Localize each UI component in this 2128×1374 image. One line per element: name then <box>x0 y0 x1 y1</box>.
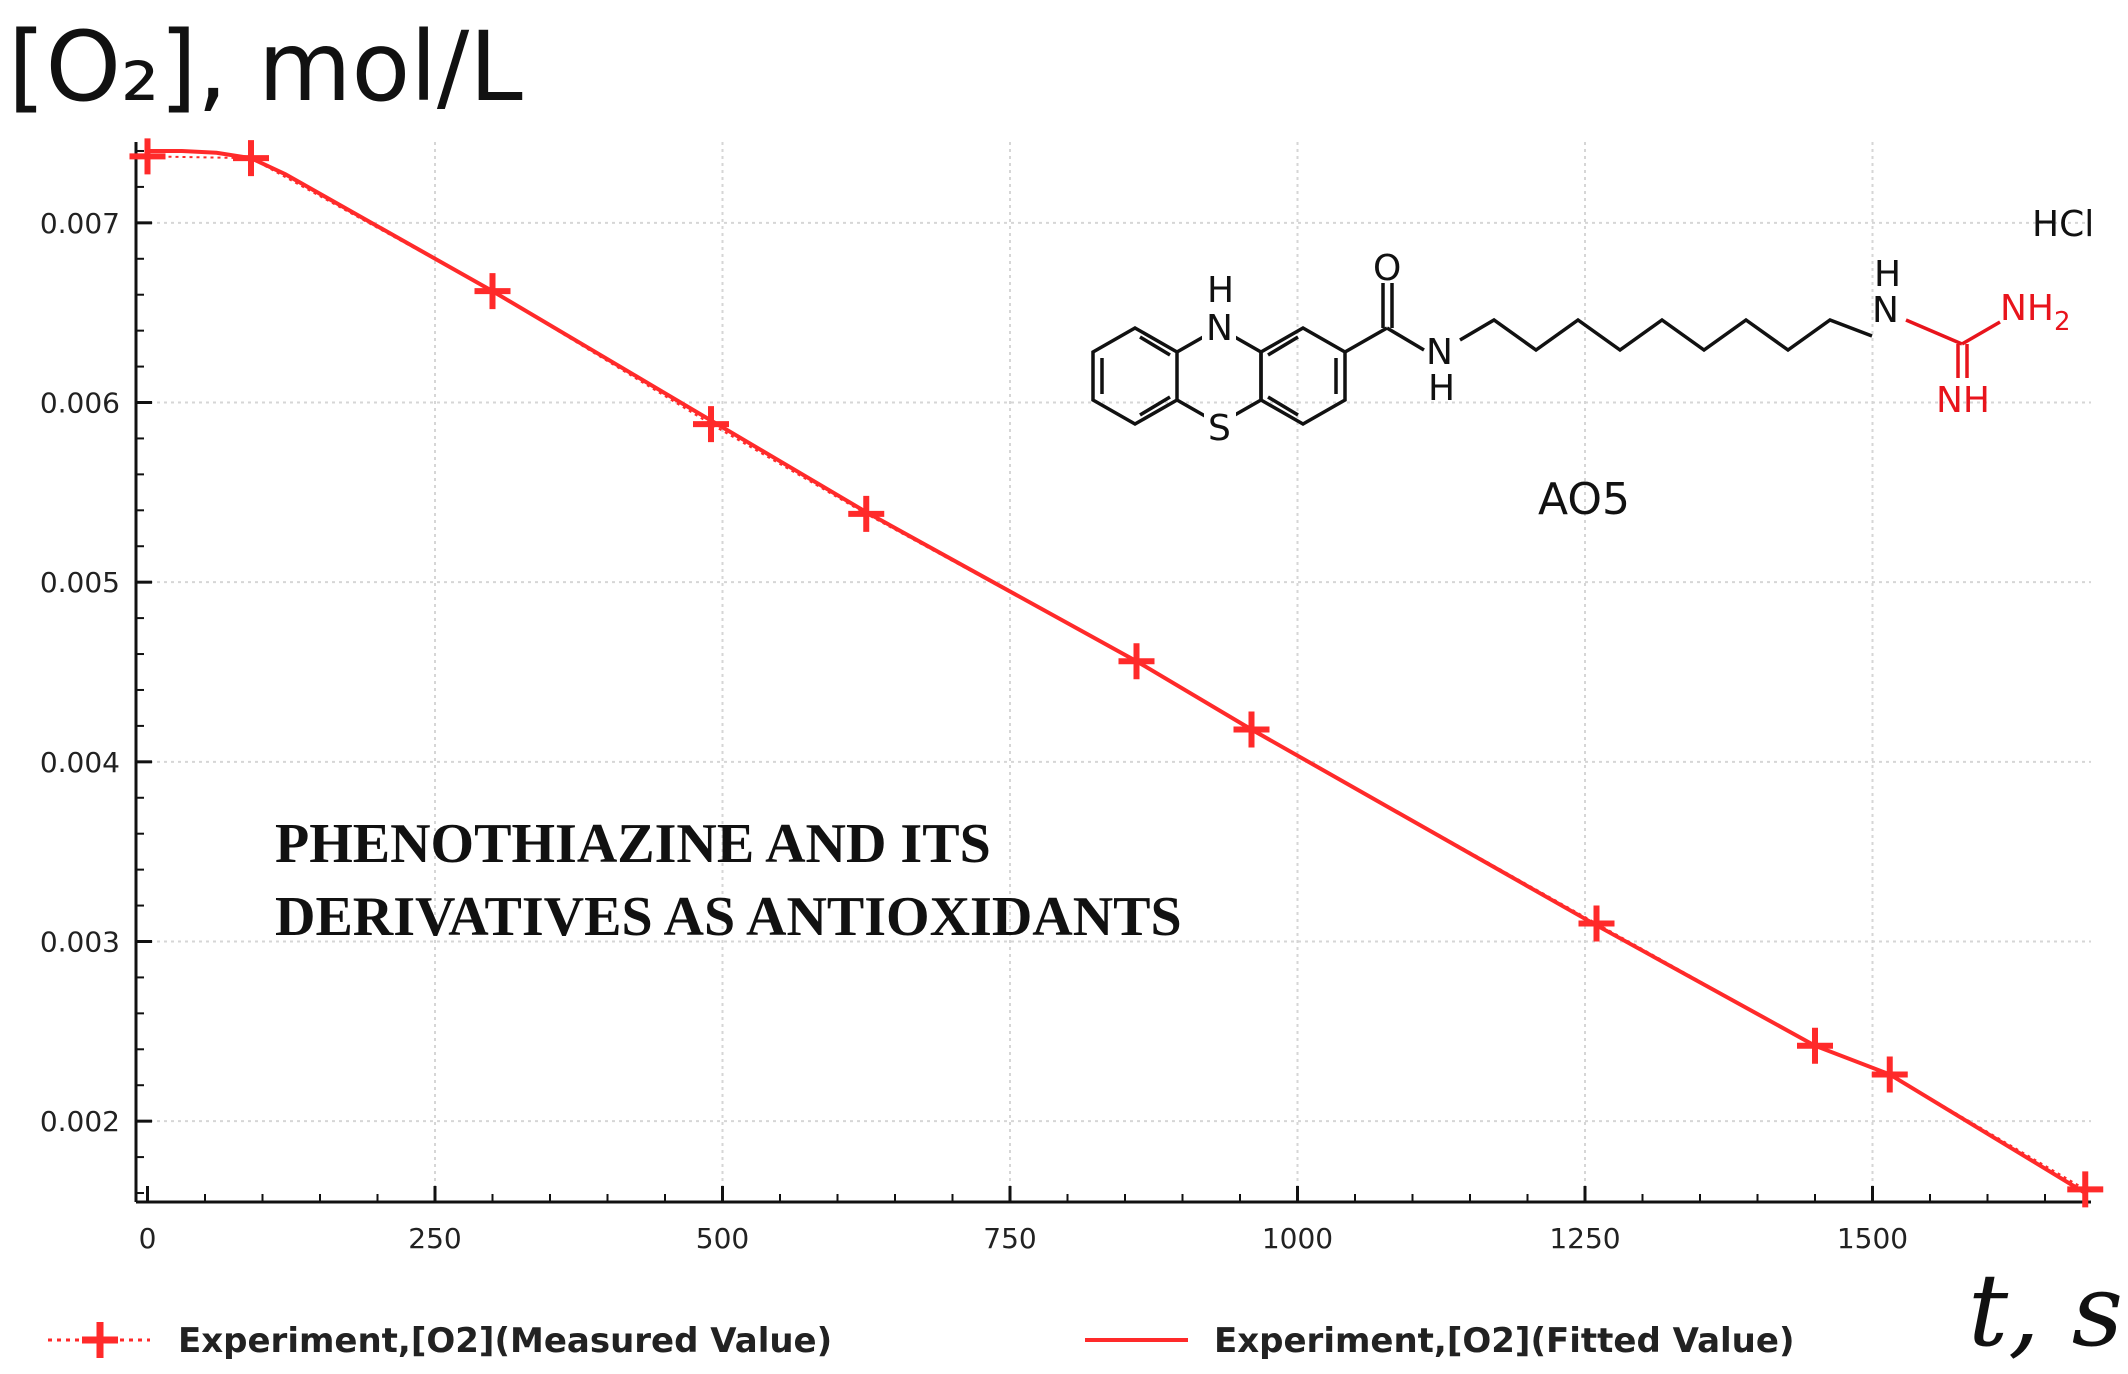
y-tick-label: 0.005 <box>40 566 120 599</box>
series-layer <box>129 138 2104 1208</box>
x-tick-label: 750 <box>983 1222 1036 1255</box>
y-ticks: 0.002 0.003 0.004 0.005 0.006 0.007 <box>40 149 152 1195</box>
alkyl-chain <box>1459 317 1873 353</box>
ring-right-inner-2 <box>1267 335 1299 357</box>
legend-measured-label: Experiment,[O2](Measured Value) <box>178 1321 832 1361</box>
legend-item-fitted: Experiment,[O2](Fitted Value) <box>1085 1321 1795 1361</box>
bond-guan-n-c <box>1905 318 1963 346</box>
fitted-line <box>147 148 2087 1195</box>
ring-n-bg <box>1202 306 1236 342</box>
grid-lines <box>136 142 2091 1202</box>
annotation-line-2: DERIVATIVES AS ANTIOXIDANTS <box>275 886 1182 948</box>
measured-point <box>1578 905 1615 942</box>
carbonyl-o: O <box>1373 248 1401 289</box>
annotation-line-1: PHENOTHIAZINE AND ITS <box>275 813 991 875</box>
ring-s: S <box>1208 408 1231 449</box>
bond-ring-carbonyl <box>1344 326 1388 354</box>
y-tick-label: 0.004 <box>40 746 120 779</box>
y-tick-label: 0.002 <box>40 1105 120 1138</box>
ring-left-inner-3 <box>1139 395 1171 417</box>
guan-nh: NH <box>1936 380 1990 421</box>
ring-left-inner-2 <box>1139 335 1171 357</box>
bond-guan-c-nh2 <box>1961 320 2001 346</box>
compound-name: AO5 <box>1538 474 1630 525</box>
legend: Experiment,[O2](Measured Value) Experime… <box>48 1321 1795 1361</box>
x-tick-label: 0 <box>139 1222 157 1255</box>
x-tick-label: 1000 <box>1262 1222 1333 1255</box>
y-tick-label: 0.006 <box>40 387 120 420</box>
measured-point <box>693 406 729 443</box>
ring-n: N <box>1206 308 1233 349</box>
chemical-labels: H N S O N H H N NH2 NH HCl AO5 <box>1202 204 2094 525</box>
ring-right-inner-3 <box>1267 395 1299 417</box>
x-tick-label: 250 <box>408 1222 461 1255</box>
measured-point <box>848 495 885 532</box>
measured-point <box>1118 643 1155 680</box>
amide-h: H <box>1428 368 1455 409</box>
measured-point <box>233 140 269 177</box>
ring-s-bg <box>1204 408 1236 444</box>
measured-point <box>2067 1171 2104 1208</box>
guan-nh2: NH2 <box>2000 288 2071 337</box>
legend-fitted-label: Experiment,[O2](Fitted Value) <box>1214 1321 1795 1361</box>
guan-nh2-sub: 2 <box>2054 307 2071 337</box>
guan-nh2-main: NH <box>2000 288 2054 329</box>
measured-point <box>1797 1027 1833 1064</box>
plot-area: 0 250 500 750 1000 1250 1500 0.0020.0030.0040.… <box>40 138 2104 1255</box>
legend-item-measured: Experiment,[O2](Measured Value) <box>48 1321 832 1361</box>
plot-background <box>136 142 2091 1202</box>
measured-point <box>1233 711 1270 748</box>
bond-carbonyl-n <box>1386 326 1425 352</box>
y-tick-label: 0.007 <box>40 207 120 240</box>
salt-label: HCl <box>2032 204 2094 245</box>
y-tick-label: 0.003 <box>40 925 120 958</box>
measured-point <box>129 138 166 175</box>
guan-n: N <box>1872 290 1899 331</box>
y-axis-label: [O₂], mol/L <box>8 11 523 123</box>
legend-measured-marker <box>82 1322 118 1358</box>
guan-h: H <box>1874 254 1901 295</box>
x-ticks: 0 250 500 750 1000 1250 1500 <box>139 1186 2046 1255</box>
x-tick-label: 1500 <box>1837 1222 1908 1255</box>
amide-n: N <box>1426 332 1453 373</box>
measured-point <box>474 273 511 310</box>
x-axis-label: t, s <box>1968 1252 2123 1369</box>
x-tick-label: 1250 <box>1549 1222 1620 1255</box>
measured-point <box>1871 1056 1908 1093</box>
x-tick-label: 500 <box>696 1222 749 1255</box>
ring-nh-h: H <box>1207 270 1234 311</box>
